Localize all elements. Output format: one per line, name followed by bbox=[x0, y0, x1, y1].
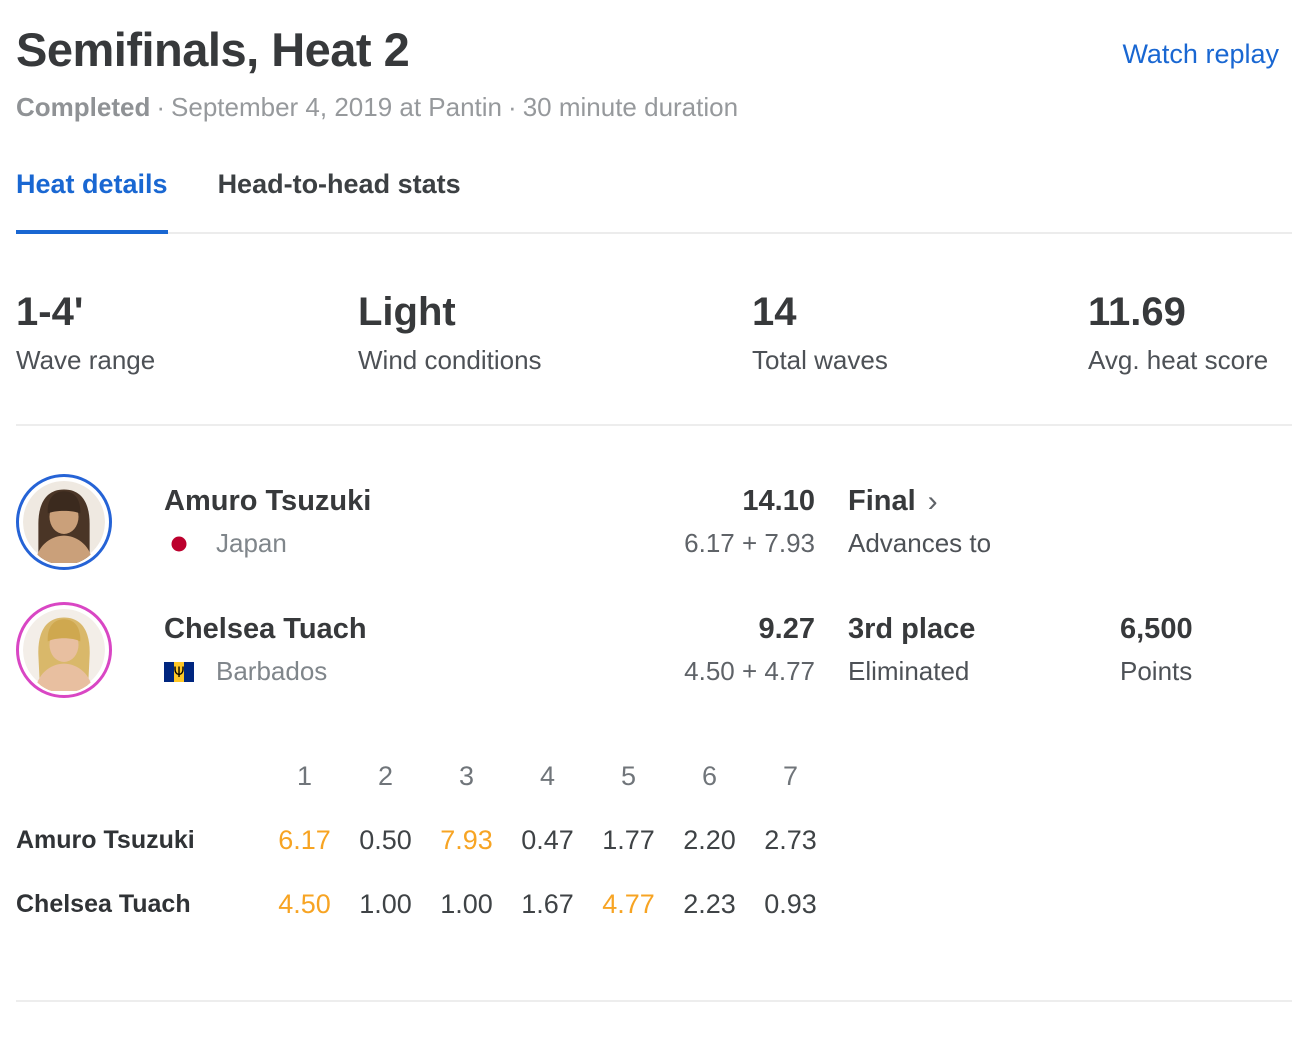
country-line: Japan bbox=[164, 528, 668, 559]
points-value: 6,500 bbox=[1120, 613, 1193, 646]
wave-row-name: Amuro Tsuzuki bbox=[16, 825, 195, 854]
header: Semifinals, Heat 2 Watch replay bbox=[16, 22, 1292, 78]
status-title: Final bbox=[848, 485, 916, 518]
tab-head-to-head-stats[interactable]: Head-to-head stats bbox=[217, 169, 461, 200]
wave-score: 4.77 bbox=[602, 888, 655, 919]
stat-label: Avg. heat score bbox=[1088, 345, 1269, 376]
wave-score: 2.73 bbox=[764, 824, 817, 855]
stat-total-waves: 14 Total waves bbox=[752, 290, 1088, 376]
wave-score: 6.17 bbox=[278, 824, 331, 855]
heat-meta-line: Completed · September 4, 2019 at Pantin · 30… bbox=[16, 92, 1292, 123]
wave-score: 2.23 bbox=[683, 888, 736, 919]
wave-score: 1.67 bbox=[521, 888, 574, 919]
score-breakdown: 4.50 + 4.77 bbox=[684, 656, 815, 687]
competitor-name: Chelsea Tuach bbox=[164, 613, 367, 646]
meta-separator: · bbox=[156, 92, 166, 123]
wave-table-header: 1 2 3 4 5 6 7 bbox=[16, 754, 1292, 798]
country-label: Japan bbox=[216, 528, 287, 559]
wave-score: 1.00 bbox=[440, 888, 493, 919]
stat-value: 1-4' bbox=[16, 290, 84, 335]
tab-heat-details[interactable]: Heat details bbox=[16, 169, 168, 235]
competitor-row: Chelsea Tuach Ψ Barbados 9.27 4.50 + 4.7… bbox=[16, 602, 1292, 699]
stat-wave-range: 1-4' Wave range bbox=[16, 290, 358, 376]
wave-score: 2.20 bbox=[683, 824, 736, 855]
wave-column-header: 4 bbox=[539, 760, 556, 791]
points-block bbox=[1120, 517, 1292, 527]
bottom-divider bbox=[16, 1000, 1292, 1003]
wave-column-header: 2 bbox=[377, 760, 394, 791]
tab-bar: Heat details Head-to-head stats bbox=[16, 169, 1292, 235]
score-block: 9.27 4.50 + 4.77 bbox=[668, 613, 848, 687]
wave-column-header: 5 bbox=[620, 760, 637, 791]
advances-to-final-link[interactable]: Final › Advances to bbox=[848, 485, 1120, 559]
score-block: 14.10 6.17 + 7.93 bbox=[668, 485, 848, 559]
wave-score: 0.47 bbox=[521, 824, 574, 855]
competitor-row: Amuro Tsuzuki Japan 14.10 6.17 + 7.93 Fi… bbox=[16, 474, 1292, 571]
competitor-results: Amuro Tsuzuki Japan 14.10 6.17 + 7.93 Fi… bbox=[16, 426, 1292, 699]
japan-flag-icon bbox=[164, 533, 194, 554]
stat-label: Total waves bbox=[752, 345, 888, 376]
stat-value: 11.69 bbox=[1088, 290, 1186, 335]
barbados-flag-icon: Ψ bbox=[164, 661, 194, 682]
amuro-portrait-image bbox=[23, 481, 105, 564]
page-title: Semifinals, Heat 2 bbox=[16, 23, 410, 76]
meta-separator: · bbox=[508, 92, 517, 123]
wave-column-header: 6 bbox=[701, 760, 718, 791]
wave-column-header: 7 bbox=[782, 760, 799, 791]
svg-text:Ψ: Ψ bbox=[173, 665, 184, 681]
total-score: 9.27 bbox=[758, 613, 815, 646]
chevron-right-icon: › bbox=[927, 484, 938, 518]
watch-replay-link[interactable]: Watch replay bbox=[1122, 39, 1279, 70]
wave-row-name: Chelsea Tuach bbox=[16, 889, 191, 918]
wave-column-header: 1 bbox=[296, 760, 313, 791]
wave-scores-table: 1 2 3 4 5 6 7 Amuro Tsuzuki 6.17 0.50 7.… bbox=[16, 754, 1292, 936]
points-block: 6,500 Points bbox=[1120, 613, 1292, 687]
stat-label: Wave range bbox=[16, 345, 156, 376]
heat-status: Completed bbox=[16, 92, 151, 123]
stat-value: 14 bbox=[752, 290, 797, 335]
status-subtitle: Advances to bbox=[848, 528, 992, 559]
wave-column-header: 3 bbox=[458, 760, 475, 791]
wave-score: 1.77 bbox=[602, 824, 655, 855]
status-subtitle: Eliminated bbox=[848, 656, 970, 687]
heat-duration: 30 minute duration bbox=[522, 92, 739, 123]
stat-value: Light bbox=[358, 290, 456, 335]
avatar bbox=[16, 474, 112, 571]
stat-avg-heat-score: 11.69 Avg. heat score bbox=[1088, 290, 1268, 376]
section-divider bbox=[16, 424, 1292, 427]
heat-date-location: September 4, 2019 at Pantin bbox=[171, 92, 503, 123]
table-row: Amuro Tsuzuki 6.17 0.50 7.93 0.47 1.77 2… bbox=[16, 808, 1292, 872]
status-title: 3rd place bbox=[848, 613, 976, 646]
table-row: Chelsea Tuach 4.50 1.00 1.00 1.67 4.77 2… bbox=[16, 872, 1292, 936]
wave-score: 4.50 bbox=[278, 888, 331, 919]
competitor-identity: Chelsea Tuach Ψ Barbados bbox=[148, 613, 668, 687]
wave-score: 7.93 bbox=[440, 824, 493, 855]
wave-score: 0.50 bbox=[359, 824, 412, 855]
competitor-identity: Amuro Tsuzuki Japan bbox=[148, 485, 668, 559]
total-score: 14.10 bbox=[742, 485, 815, 518]
chelsea-portrait-image bbox=[23, 609, 105, 692]
country-line: Ψ Barbados bbox=[164, 656, 668, 687]
competitor-name: Amuro Tsuzuki bbox=[164, 485, 372, 518]
wave-score: 1.00 bbox=[359, 888, 412, 919]
wave-score: 0.93 bbox=[764, 888, 817, 919]
points-label: Points bbox=[1120, 656, 1193, 687]
score-breakdown: 6.17 + 7.93 bbox=[684, 528, 815, 559]
country-label: Barbados bbox=[216, 656, 328, 687]
stat-wind-conditions: Light Wind conditions bbox=[358, 290, 752, 376]
status-block: 3rd place Eliminated bbox=[848, 613, 1120, 687]
heat-stats-strip: 1-4' Wave range Light Wind conditions 14… bbox=[16, 290, 1292, 376]
avatar bbox=[16, 602, 112, 699]
stat-label: Wind conditions bbox=[358, 345, 542, 376]
